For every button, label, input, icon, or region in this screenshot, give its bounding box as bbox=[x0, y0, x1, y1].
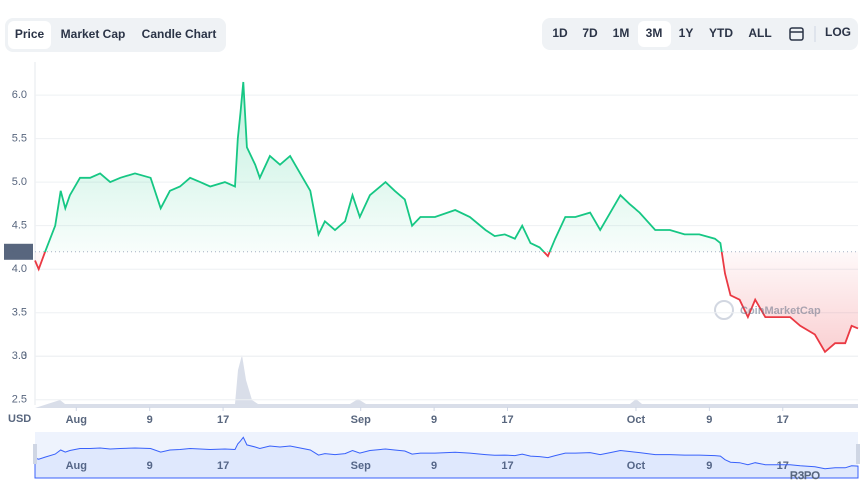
baseline-label: 4.2 bbox=[10, 246, 25, 258]
x-tick-label: 17 bbox=[777, 414, 789, 426]
range-bar bbox=[542, 18, 858, 50]
range-button[interactable]: 3M bbox=[646, 26, 663, 40]
range-button[interactable]: 7D bbox=[582, 26, 598, 40]
volume-bars bbox=[35, 355, 858, 408]
tab[interactable]: Price bbox=[15, 27, 45, 41]
range-button[interactable]: ALL bbox=[748, 26, 771, 40]
range-button[interactable]: 1M bbox=[613, 26, 630, 40]
tab[interactable]: Market Cap bbox=[61, 27, 126, 41]
y-tick-label: 3.0 bbox=[12, 350, 27, 362]
x-tick-label: Aug bbox=[66, 414, 87, 426]
range-button[interactable]: 1Y bbox=[679, 26, 694, 40]
navigator bbox=[35, 432, 858, 478]
tab-bar bbox=[5, 18, 226, 52]
navigator-tick-label: 17 bbox=[501, 460, 513, 472]
navigator-handle[interactable] bbox=[33, 444, 37, 464]
watermark: CoinMarketCap bbox=[740, 305, 821, 317]
navigator-tick-label: Aug bbox=[66, 460, 87, 472]
currency-label: USD bbox=[8, 413, 31, 425]
navigator-tick-label: Sep bbox=[351, 460, 371, 472]
tab[interactable]: Candle Chart bbox=[142, 27, 217, 41]
navigator-tick-label: Oct bbox=[627, 460, 646, 472]
x-tick-label: Oct bbox=[627, 414, 646, 426]
log-toggle[interactable]: LOG bbox=[825, 25, 851, 39]
calendar-icon[interactable] bbox=[789, 27, 804, 41]
range-button[interactable]: 1D bbox=[552, 26, 568, 40]
x-tick-label: Sep bbox=[351, 414, 371, 426]
active-range-bg bbox=[638, 21, 671, 47]
y-tick-label: 2.5 bbox=[12, 394, 27, 406]
x-tick-label: 9 bbox=[147, 414, 153, 426]
y-tick-label: 6.0 bbox=[12, 89, 27, 101]
navigator-tick-label: 9 bbox=[431, 460, 437, 472]
y-tick-label: 3 bbox=[21, 350, 27, 362]
y-tick-label: 3.5 bbox=[12, 307, 27, 319]
x-tick-label: 9 bbox=[706, 414, 712, 426]
navigator-handle[interactable] bbox=[856, 444, 860, 464]
navigator-tick-label: 17 bbox=[217, 460, 229, 472]
navigator-tick-label: 9 bbox=[147, 460, 153, 472]
y-tick-label: 4.5 bbox=[12, 220, 27, 232]
navigator-tick-label: 17 bbox=[777, 460, 789, 472]
range-button[interactable]: YTD bbox=[709, 26, 733, 40]
navigator-tick-label: 9 bbox=[706, 460, 712, 472]
x-tick-label: 9 bbox=[431, 414, 437, 426]
price-line bbox=[34, 81, 859, 354]
price-area bbox=[35, 82, 858, 352]
x-tick-label: 17 bbox=[217, 414, 229, 426]
y-tick-label: 5.5 bbox=[12, 133, 27, 145]
navigator-line bbox=[34, 436, 859, 479]
y-tick-label: 5.0 bbox=[12, 176, 27, 188]
active-tab-bg bbox=[8, 21, 51, 49]
badge: R3PO bbox=[790, 470, 820, 482]
x-tick-label: 17 bbox=[501, 414, 513, 426]
baseline-label-bg bbox=[4, 243, 33, 260]
watermark-logo bbox=[714, 300, 734, 320]
y-tick-label: 4.0 bbox=[12, 263, 27, 275]
